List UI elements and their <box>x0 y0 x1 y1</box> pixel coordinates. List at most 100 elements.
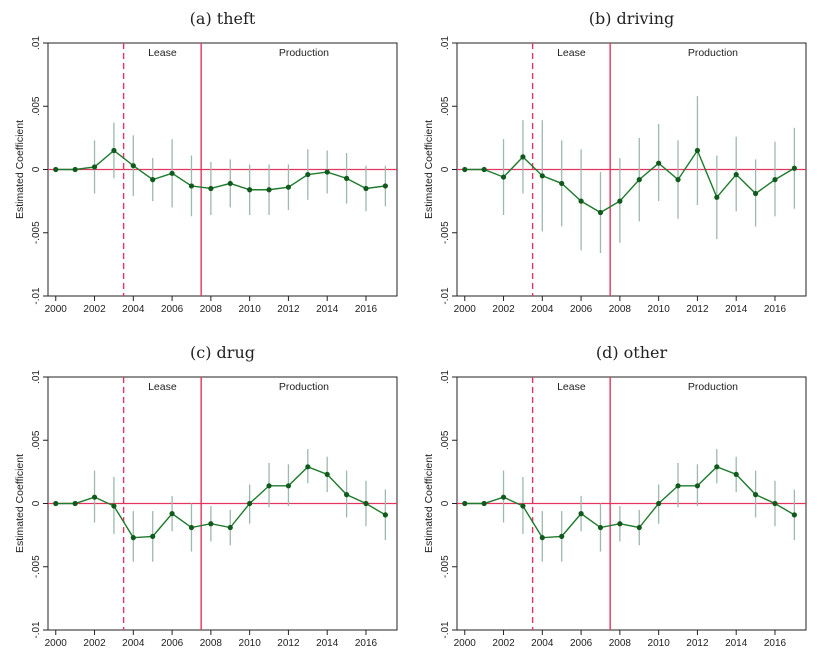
x-tick-label: 2004 <box>531 638 554 649</box>
x-tick-label: 2014 <box>316 304 339 315</box>
data-point <box>188 183 195 189</box>
data-point <box>247 187 253 193</box>
chart-panel-2: (b) driving -.01 -.005 0 .005 .01 Estimated Co… <box>423 9 807 315</box>
data-point <box>656 160 662 166</box>
x-tick-label: 2004 <box>122 638 145 649</box>
data-point <box>520 503 526 509</box>
data-point <box>324 471 330 478</box>
y-tick-label: .01 <box>31 36 42 50</box>
series-line <box>55 465 386 539</box>
y-axis-label: Estimated Coefficient <box>423 120 435 219</box>
y-tick-label: .01 <box>31 370 42 384</box>
series-line <box>464 465 795 539</box>
data-point <box>72 166 78 173</box>
data-point <box>285 184 292 190</box>
production-label: Production <box>688 47 738 59</box>
x-tick-label: 2004 <box>122 304 145 315</box>
y-tick-label: 0 <box>440 500 451 506</box>
x-tick-label: 2006 <box>161 304 184 315</box>
x-tick-label: 2010 <box>648 304 671 315</box>
data-point <box>53 500 59 507</box>
x-tick-label: 2000 <box>45 638 68 649</box>
data-point <box>656 500 662 507</box>
data-point <box>733 471 739 478</box>
data-point <box>636 177 642 183</box>
chart-title: (a) theft <box>190 9 256 28</box>
production-label: Production <box>279 381 329 393</box>
x-tick-label: 2006 <box>570 638 593 649</box>
data-point <box>791 512 797 518</box>
lease-label: Lease <box>148 47 177 59</box>
data-point <box>694 147 701 154</box>
x-tick-label: 2014 <box>725 638 748 649</box>
y-tick-label: -.005 <box>440 221 451 244</box>
data-point <box>266 483 272 489</box>
data-point <box>462 166 468 173</box>
data-point <box>694 483 701 489</box>
x-tick-label: 2008 <box>200 638 223 649</box>
data-point <box>752 190 759 197</box>
y-tick-label: .01 <box>440 36 451 50</box>
x-tick-label: 2014 <box>316 638 339 649</box>
y-tick-label: -.01 <box>31 287 42 305</box>
x-tick-label: 2008 <box>200 304 223 315</box>
data-point <box>772 500 778 507</box>
data-point <box>733 171 739 178</box>
x-tick-label: 2000 <box>454 638 477 649</box>
data-point <box>578 198 584 204</box>
y-tick-label: -.005 <box>31 221 42 244</box>
x-tick-label: 2012 <box>686 638 709 649</box>
y-tick-label: 0 <box>31 166 42 172</box>
x-tick-label: 2016 <box>355 304 378 315</box>
data-point <box>559 180 565 187</box>
series-line <box>55 149 386 191</box>
data-point <box>305 171 311 178</box>
y-tick-label: .005 <box>31 430 42 450</box>
x-tick-label: 2000 <box>45 304 68 315</box>
y-axis-label: Estimated Coefficient <box>14 454 26 553</box>
data-point <box>462 500 468 507</box>
data-point <box>752 492 759 498</box>
y-axis-label: Estimated Coefficient <box>423 454 435 553</box>
data-point <box>324 169 330 175</box>
data-point <box>227 524 233 531</box>
data-point <box>91 164 98 170</box>
y-tick-label: -.01 <box>31 621 42 639</box>
x-tick-label: 2016 <box>764 638 787 649</box>
x-tick-label: 2006 <box>161 638 184 649</box>
x-tick-label: 2002 <box>492 304 515 315</box>
x-tick-label: 2012 <box>686 304 709 315</box>
x-tick-label: 2014 <box>725 304 748 315</box>
data-point <box>714 464 720 470</box>
x-tick-label: 2008 <box>609 638 632 649</box>
data-point <box>539 535 545 541</box>
chart-panel-1: (a) theft -.01 -.005 0 .005 .01 Estimated Coef… <box>14 9 398 315</box>
data-point <box>559 533 565 539</box>
y-tick-label: -.005 <box>31 555 42 578</box>
y-tick-label: .01 <box>440 370 451 384</box>
data-point <box>247 500 253 507</box>
data-point <box>363 185 369 192</box>
x-tick-label: 2012 <box>277 638 300 649</box>
x-tick-label: 2002 <box>492 638 515 649</box>
data-point <box>91 494 98 500</box>
x-tick-label: 2004 <box>531 304 554 315</box>
data-point <box>53 166 59 173</box>
data-point <box>305 464 311 470</box>
data-point <box>130 535 136 541</box>
data-point <box>208 521 214 527</box>
data-point <box>791 165 797 171</box>
x-tick-label: 2010 <box>239 304 262 315</box>
x-tick-label: 2008 <box>609 304 632 315</box>
lease-label: Lease <box>148 381 177 393</box>
data-point <box>617 198 623 204</box>
data-point <box>539 173 545 179</box>
x-tick-label: 2016 <box>355 638 378 649</box>
data-point <box>772 177 778 183</box>
data-point <box>500 494 507 500</box>
x-tick-label: 2002 <box>83 304 106 315</box>
x-tick-label: 2012 <box>277 304 300 315</box>
data-point <box>675 177 681 183</box>
lease-label: Lease <box>557 47 586 59</box>
